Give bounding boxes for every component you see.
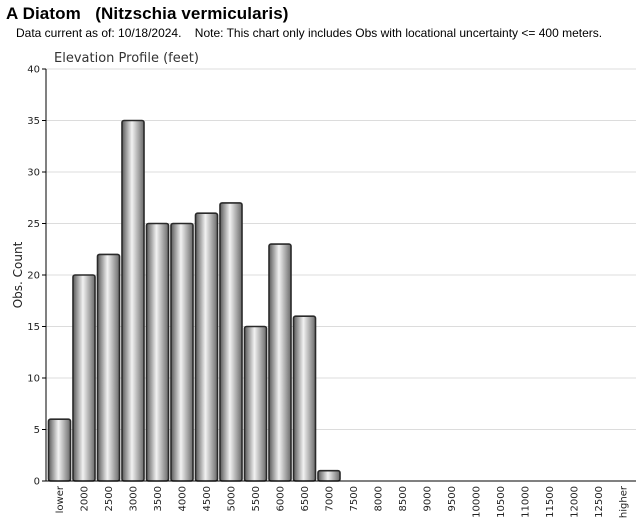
y-tick-label: 40	[27, 65, 40, 76]
x-tick-label: 6000	[276, 486, 287, 511]
y-tick-label: 10	[27, 374, 40, 385]
bar-2000	[72, 274, 96, 482]
bar-6500	[292, 315, 317, 482]
x-tick-label: 4500	[202, 486, 213, 511]
bar-7000	[317, 469, 341, 482]
y-tick-label: 20	[27, 271, 40, 282]
x-tick-label: 7500	[349, 486, 360, 511]
x-tick-label: 9500	[447, 486, 458, 511]
x-tick-label: 10500	[496, 486, 507, 518]
bar-3000	[121, 119, 145, 482]
bar-5000	[219, 202, 243, 482]
x-tick-label: 2000	[80, 486, 91, 511]
y-axis-label: Obs. Count	[11, 241, 25, 308]
x-tick-label: 5000	[227, 486, 238, 511]
y-tick-label: 0	[34, 477, 40, 488]
x-tick-label: 12000	[570, 486, 581, 518]
bar-5500	[243, 325, 268, 482]
x-tick-label: 8000	[374, 486, 385, 511]
x-tick-label: 3500	[153, 486, 164, 511]
x-tick-label: 8500	[398, 486, 409, 511]
y-tick-label: 30	[27, 168, 40, 179]
bar-3500	[145, 222, 170, 482]
x-tick-label: 3000	[129, 486, 140, 511]
plot-title: Elevation Profile (feet)	[54, 51, 199, 66]
bar-2500	[96, 253, 121, 482]
y-tick-label: 25	[27, 219, 40, 230]
bar-4000	[170, 222, 194, 482]
y-tick-label: 5	[34, 425, 40, 436]
bar-6000	[268, 243, 292, 482]
y-tick-label: 35	[27, 116, 40, 127]
x-tick-label: higher	[619, 485, 630, 518]
chart-title: A Diatom (Nitzschia vermicularis)	[6, 4, 289, 23]
bar-4500	[194, 212, 219, 482]
x-tick-label: 5500	[251, 486, 262, 511]
y-tick-label: 15	[27, 322, 40, 333]
x-tick-label: 10000	[472, 486, 483, 518]
x-tick-label: 6500	[300, 486, 311, 511]
x-tick-label: 11000	[521, 486, 532, 518]
x-tick-label: 7000	[325, 486, 336, 511]
x-tick-label: 11500	[545, 486, 556, 518]
x-tick-label: 4000	[178, 486, 189, 511]
x-tick-label: 9000	[423, 486, 434, 511]
x-tick-label: lower	[55, 485, 66, 513]
bar-lower	[47, 418, 72, 482]
x-tick-label: 12500	[594, 486, 605, 518]
data-note: Data current as of: 10/18/2024. Note: Th…	[16, 26, 603, 40]
x-tick-label: 2500	[104, 486, 115, 511]
